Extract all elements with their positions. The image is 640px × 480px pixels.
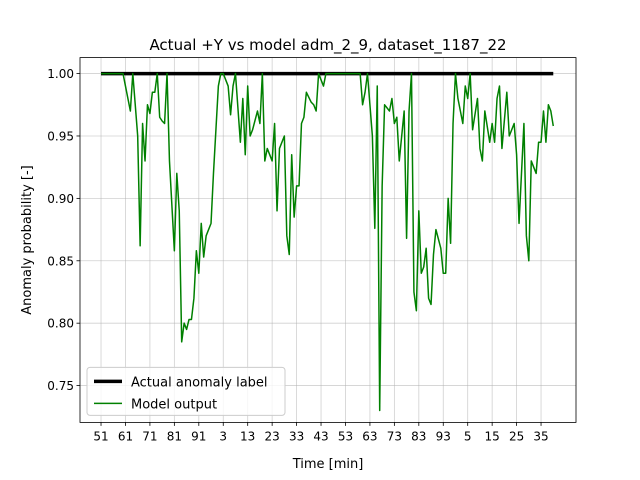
legend-label: Model output bbox=[131, 397, 217, 412]
x-tick-label: 93 bbox=[436, 429, 451, 443]
x-tick-label: 35 bbox=[533, 429, 548, 443]
x-axis-label: Time [min] bbox=[292, 457, 364, 472]
x-tick-label: 83 bbox=[411, 429, 426, 443]
x-tick-label: 51 bbox=[93, 429, 108, 443]
legend-box bbox=[86, 366, 286, 416]
y-tick-label: 0.80 bbox=[47, 317, 74, 331]
x-tick-label: 5 bbox=[464, 429, 472, 443]
x-tick-label: 73 bbox=[387, 429, 402, 443]
x-tick-label: 25 bbox=[509, 429, 524, 443]
x-tick-label: 33 bbox=[289, 429, 304, 443]
y-tick-label: 0.90 bbox=[47, 192, 74, 206]
x-tick-label: 63 bbox=[362, 429, 377, 443]
x-tick-label: 53 bbox=[338, 429, 353, 443]
y-tick-label: 1.00 bbox=[47, 67, 74, 81]
y-axis-label: Anomaly probability [-] bbox=[20, 165, 35, 314]
x-tick-label: 43 bbox=[313, 429, 328, 443]
x-tick-label: 23 bbox=[265, 429, 280, 443]
y-tick-label: 0.95 bbox=[47, 129, 74, 143]
x-tick-label: 3 bbox=[219, 429, 227, 443]
x-tick-label: 91 bbox=[191, 429, 206, 443]
legend-label: Actual anomaly label bbox=[131, 375, 268, 390]
y-tick-label: 0.85 bbox=[47, 254, 74, 268]
x-tick-label: 81 bbox=[167, 429, 182, 443]
plot-frame bbox=[79, 57, 577, 423]
y-tick-label: 0.75 bbox=[47, 379, 74, 393]
x-tick-label: 13 bbox=[240, 429, 255, 443]
chart-title: Actual +Y vs model adm_2_9, dataset_1187… bbox=[149, 36, 506, 55]
x-tick-label: 61 bbox=[118, 429, 133, 443]
x-tick-label: 71 bbox=[142, 429, 157, 443]
x-tick-label: 15 bbox=[485, 429, 500, 443]
line-series bbox=[101, 72, 555, 412]
